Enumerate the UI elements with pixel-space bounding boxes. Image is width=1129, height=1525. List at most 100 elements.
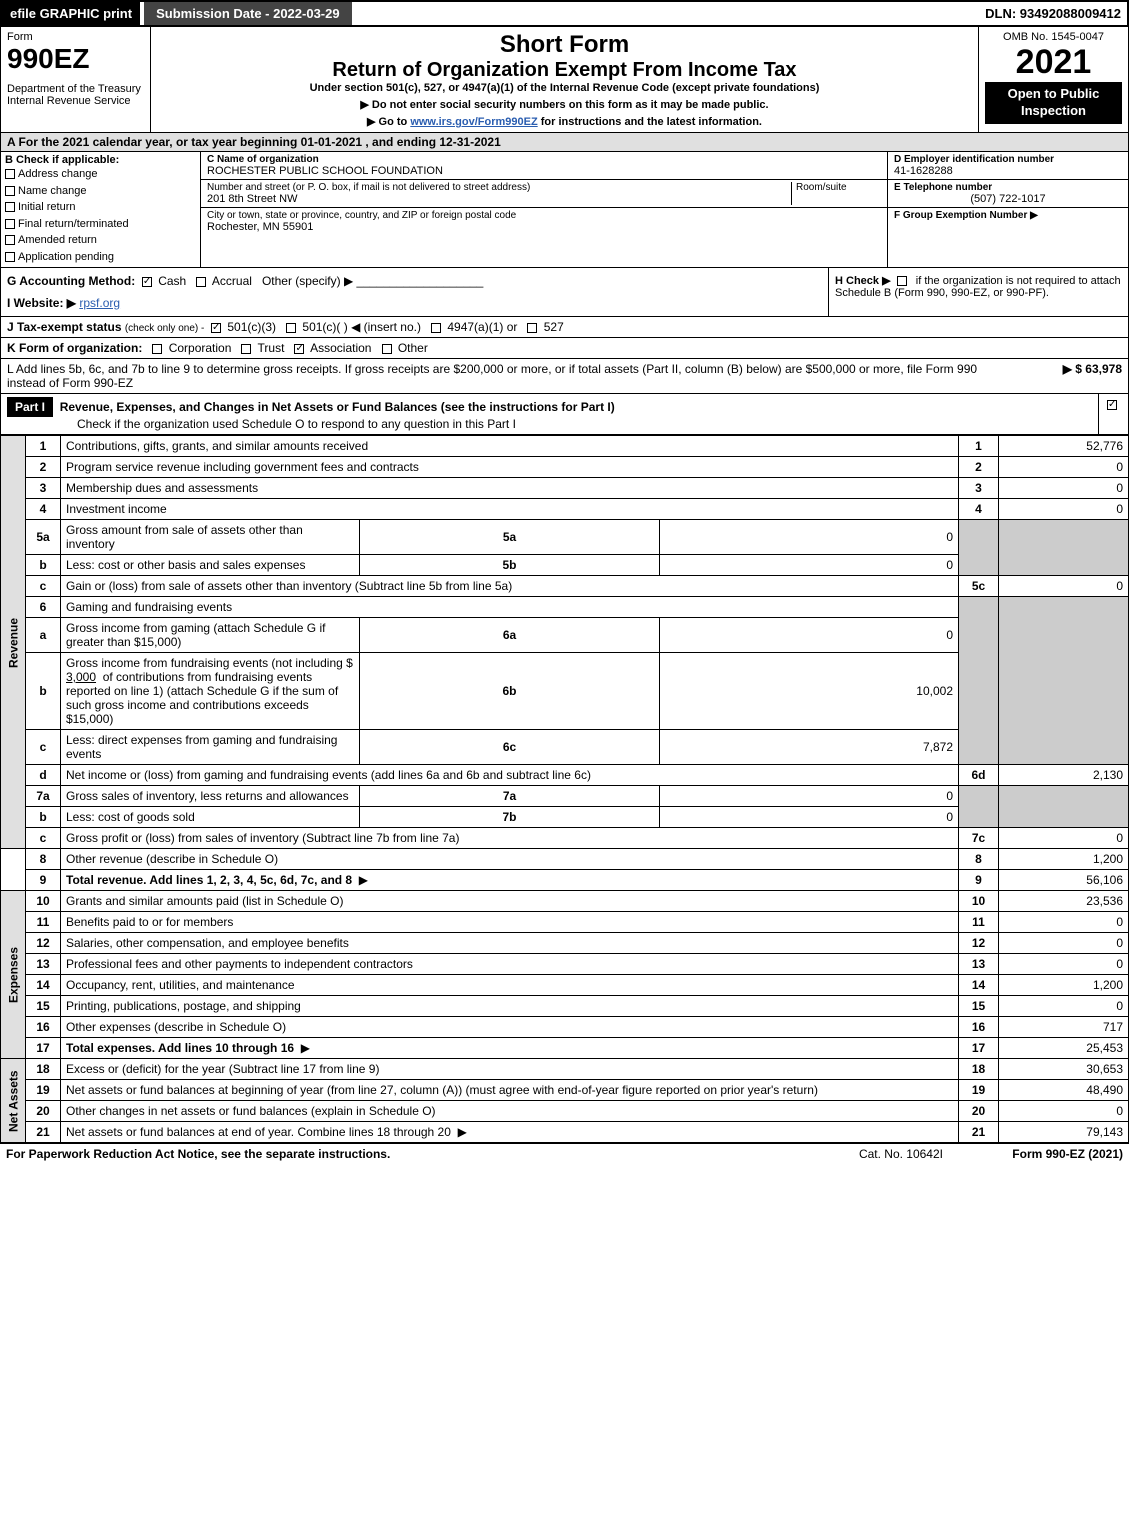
section-h: H Check ▶ if the organization is not req… [828, 268, 1128, 316]
footer-mid: Cat. No. 10642I [859, 1147, 943, 1161]
cb-association[interactable] [294, 344, 304, 354]
cb-4947[interactable] [431, 323, 441, 333]
line-2: 2 Program service revenue including gove… [1, 457, 1129, 478]
k-label: K Form of organization: [7, 341, 142, 355]
cb-corporation[interactable] [152, 344, 162, 354]
cb-schedule-b[interactable] [897, 276, 907, 286]
org-name-row: C Name of organization ROCHESTER PUBLIC … [201, 152, 887, 180]
group-exemption-row: F Group Exemption Number ▶ [888, 208, 1128, 223]
section-b-label: B Check if applicable: [5, 154, 196, 166]
section-a: A For the 2021 calendar year, or tax yea… [0, 133, 1129, 152]
line-18: Net Assets 18 Excess or (deficit) for th… [1, 1059, 1129, 1080]
revenue-sidebar: Revenue [1, 436, 26, 849]
line-20: 20 Other changes in net assets or fund b… [1, 1101, 1129, 1122]
street-label: Number and street (or P. O. box, if mail… [207, 182, 791, 193]
header-note-1: ▶ Do not enter social security numbers o… [157, 98, 972, 111]
dept-label: Department of the Treasury Internal Reve… [7, 83, 144, 107]
cb-name-change[interactable]: Name change [5, 183, 196, 200]
footer-left: For Paperwork Reduction Act Notice, see … [6, 1147, 859, 1161]
part-1-check-text: Check if the organization used Schedule … [7, 417, 1092, 431]
footer-right: Form 990-EZ (2021) [943, 1147, 1123, 1161]
section-j: J Tax-exempt status (check only one) - 5… [0, 317, 1129, 338]
line-3: 3 Membership dues and assessments 3 0 [1, 478, 1129, 499]
org-name: ROCHESTER PUBLIC SCHOOL FOUNDATION [207, 165, 881, 177]
return-title: Return of Organization Exempt From Incom… [157, 59, 972, 82]
ein-label: D Employer identification number [894, 154, 1122, 165]
cb-other-org[interactable] [382, 344, 392, 354]
line-17: 17 Total expenses. Add lines 10 through … [1, 1038, 1129, 1059]
cb-accrual[interactable] [196, 277, 206, 287]
section-gh: G Accounting Method: Cash Accrual Other … [0, 268, 1129, 317]
line-9: 9 Total revenue. Add lines 1, 2, 3, 4, 5… [1, 870, 1129, 891]
phone-value: (507) 722-1017 [894, 193, 1122, 205]
cb-initial-return[interactable]: Initial return [5, 199, 196, 216]
street-value: 201 8th Street NW [207, 193, 791, 205]
tax-year: 2021 [985, 43, 1122, 82]
line-11: 11 Benefits paid to or for members 11 0 [1, 912, 1129, 933]
line-21: 21 Net assets or fund balances at end of… [1, 1122, 1129, 1143]
phone-row: E Telephone number (507) 722-1017 [888, 180, 1128, 208]
info-block: B Check if applicable: Address change Na… [0, 152, 1129, 268]
city-value: Rochester, MN 55901 [207, 221, 881, 233]
ein-row: D Employer identification number 41-1628… [888, 152, 1128, 180]
cb-amended-return[interactable]: Amended return [5, 232, 196, 249]
line-6: 6 Gaming and fundraising events [1, 597, 1129, 618]
section-l: L Add lines 5b, 6c, and 7b to line 9 to … [0, 359, 1129, 394]
line-7c: c Gross profit or (loss) from sales of i… [1, 828, 1129, 849]
city-label: City or town, state or province, country… [207, 210, 881, 221]
section-g: G Accounting Method: Cash Accrual Other … [1, 268, 828, 316]
efile-label: efile GRAPHIC print [2, 2, 140, 25]
section-d: D Employer identification number 41-1628… [888, 152, 1128, 267]
irs-link[interactable]: www.irs.gov/Form990EZ [410, 116, 537, 128]
section-k: K Form of organization: Corporation Trus… [0, 338, 1129, 359]
part-1-title: Revenue, Expenses, and Changes in Net As… [60, 400, 615, 414]
j-label: J Tax-exempt status [7, 320, 122, 334]
form-number: 990EZ [7, 43, 144, 75]
cb-501c3[interactable] [211, 323, 221, 333]
line-5c: c Gain or (loss) from sale of assets oth… [1, 576, 1129, 597]
l-value: ▶ $ 63,978 [1002, 362, 1122, 390]
org-name-label: C Name of organization [207, 154, 881, 165]
form-header: Form 990EZ Department of the Treasury In… [0, 27, 1129, 133]
line-14: 14 Occupancy, rent, utilities, and maint… [1, 975, 1129, 996]
note2-post: for instructions and the latest informat… [538, 116, 762, 128]
cb-application-pending[interactable]: Application pending [5, 249, 196, 266]
header-center: Short Form Return of Organization Exempt… [151, 27, 978, 132]
group-label: F Group Exemption Number ▶ [894, 210, 1122, 221]
line-15: 15 Printing, publications, postage, and … [1, 996, 1129, 1017]
cb-trust[interactable] [241, 344, 251, 354]
header-left: Form 990EZ Department of the Treasury In… [1, 27, 151, 132]
header-note-2: ▶ Go to www.irs.gov/Form990EZ for instru… [157, 115, 972, 128]
i-label: I Website: ▶ [7, 296, 76, 310]
line-1: Revenue 1 Contributions, gifts, grants, … [1, 436, 1129, 457]
g-label: G Accounting Method: [7, 274, 135, 288]
cb-cash[interactable] [142, 277, 152, 287]
j-sub: (check only one) - [125, 323, 204, 334]
netassets-sidebar: Net Assets [1, 1059, 26, 1143]
page-footer: For Paperwork Reduction Act Notice, see … [0, 1143, 1129, 1164]
cb-address-change[interactable]: Address change [5, 166, 196, 183]
line-16: 16 Other expenses (describe in Schedule … [1, 1017, 1129, 1038]
header-subtitle: Under section 501(c), 527, or 4947(a)(1)… [157, 82, 972, 94]
cb-501c[interactable] [286, 323, 296, 333]
phone-label: E Telephone number [894, 182, 1122, 193]
line-6d: d Net income or (loss) from gaming and f… [1, 765, 1129, 786]
top-bar: efile GRAPHIC print Submission Date - 20… [0, 0, 1129, 27]
inspection-box: Open to Public Inspection [985, 82, 1122, 124]
form-label: Form [7, 31, 144, 43]
line-5a: 5a Gross amount from sale of assets othe… [1, 520, 1129, 555]
main-table: Revenue 1 Contributions, gifts, grants, … [0, 435, 1129, 1143]
line-7a: 7a Gross sales of inventory, less return… [1, 786, 1129, 807]
line-12: 12 Salaries, other compensation, and emp… [1, 933, 1129, 954]
website-link[interactable]: rpsf.org [79, 296, 120, 310]
room-suite-label: Room/suite [791, 182, 881, 205]
dln-label: DLN: 93492088009412 [985, 6, 1127, 21]
note2-pre: ▶ Go to [367, 116, 410, 128]
part-1-checkbox[interactable] [1098, 394, 1128, 434]
ein-value: 41-1628288 [894, 165, 1122, 177]
cb-final-return[interactable]: Final return/terminated [5, 216, 196, 233]
line-4: 4 Investment income 4 0 [1, 499, 1129, 520]
section-b: B Check if applicable: Address change Na… [1, 152, 201, 267]
part-1-header: Part I Revenue, Expenses, and Changes in… [0, 394, 1129, 435]
cb-527[interactable] [527, 323, 537, 333]
